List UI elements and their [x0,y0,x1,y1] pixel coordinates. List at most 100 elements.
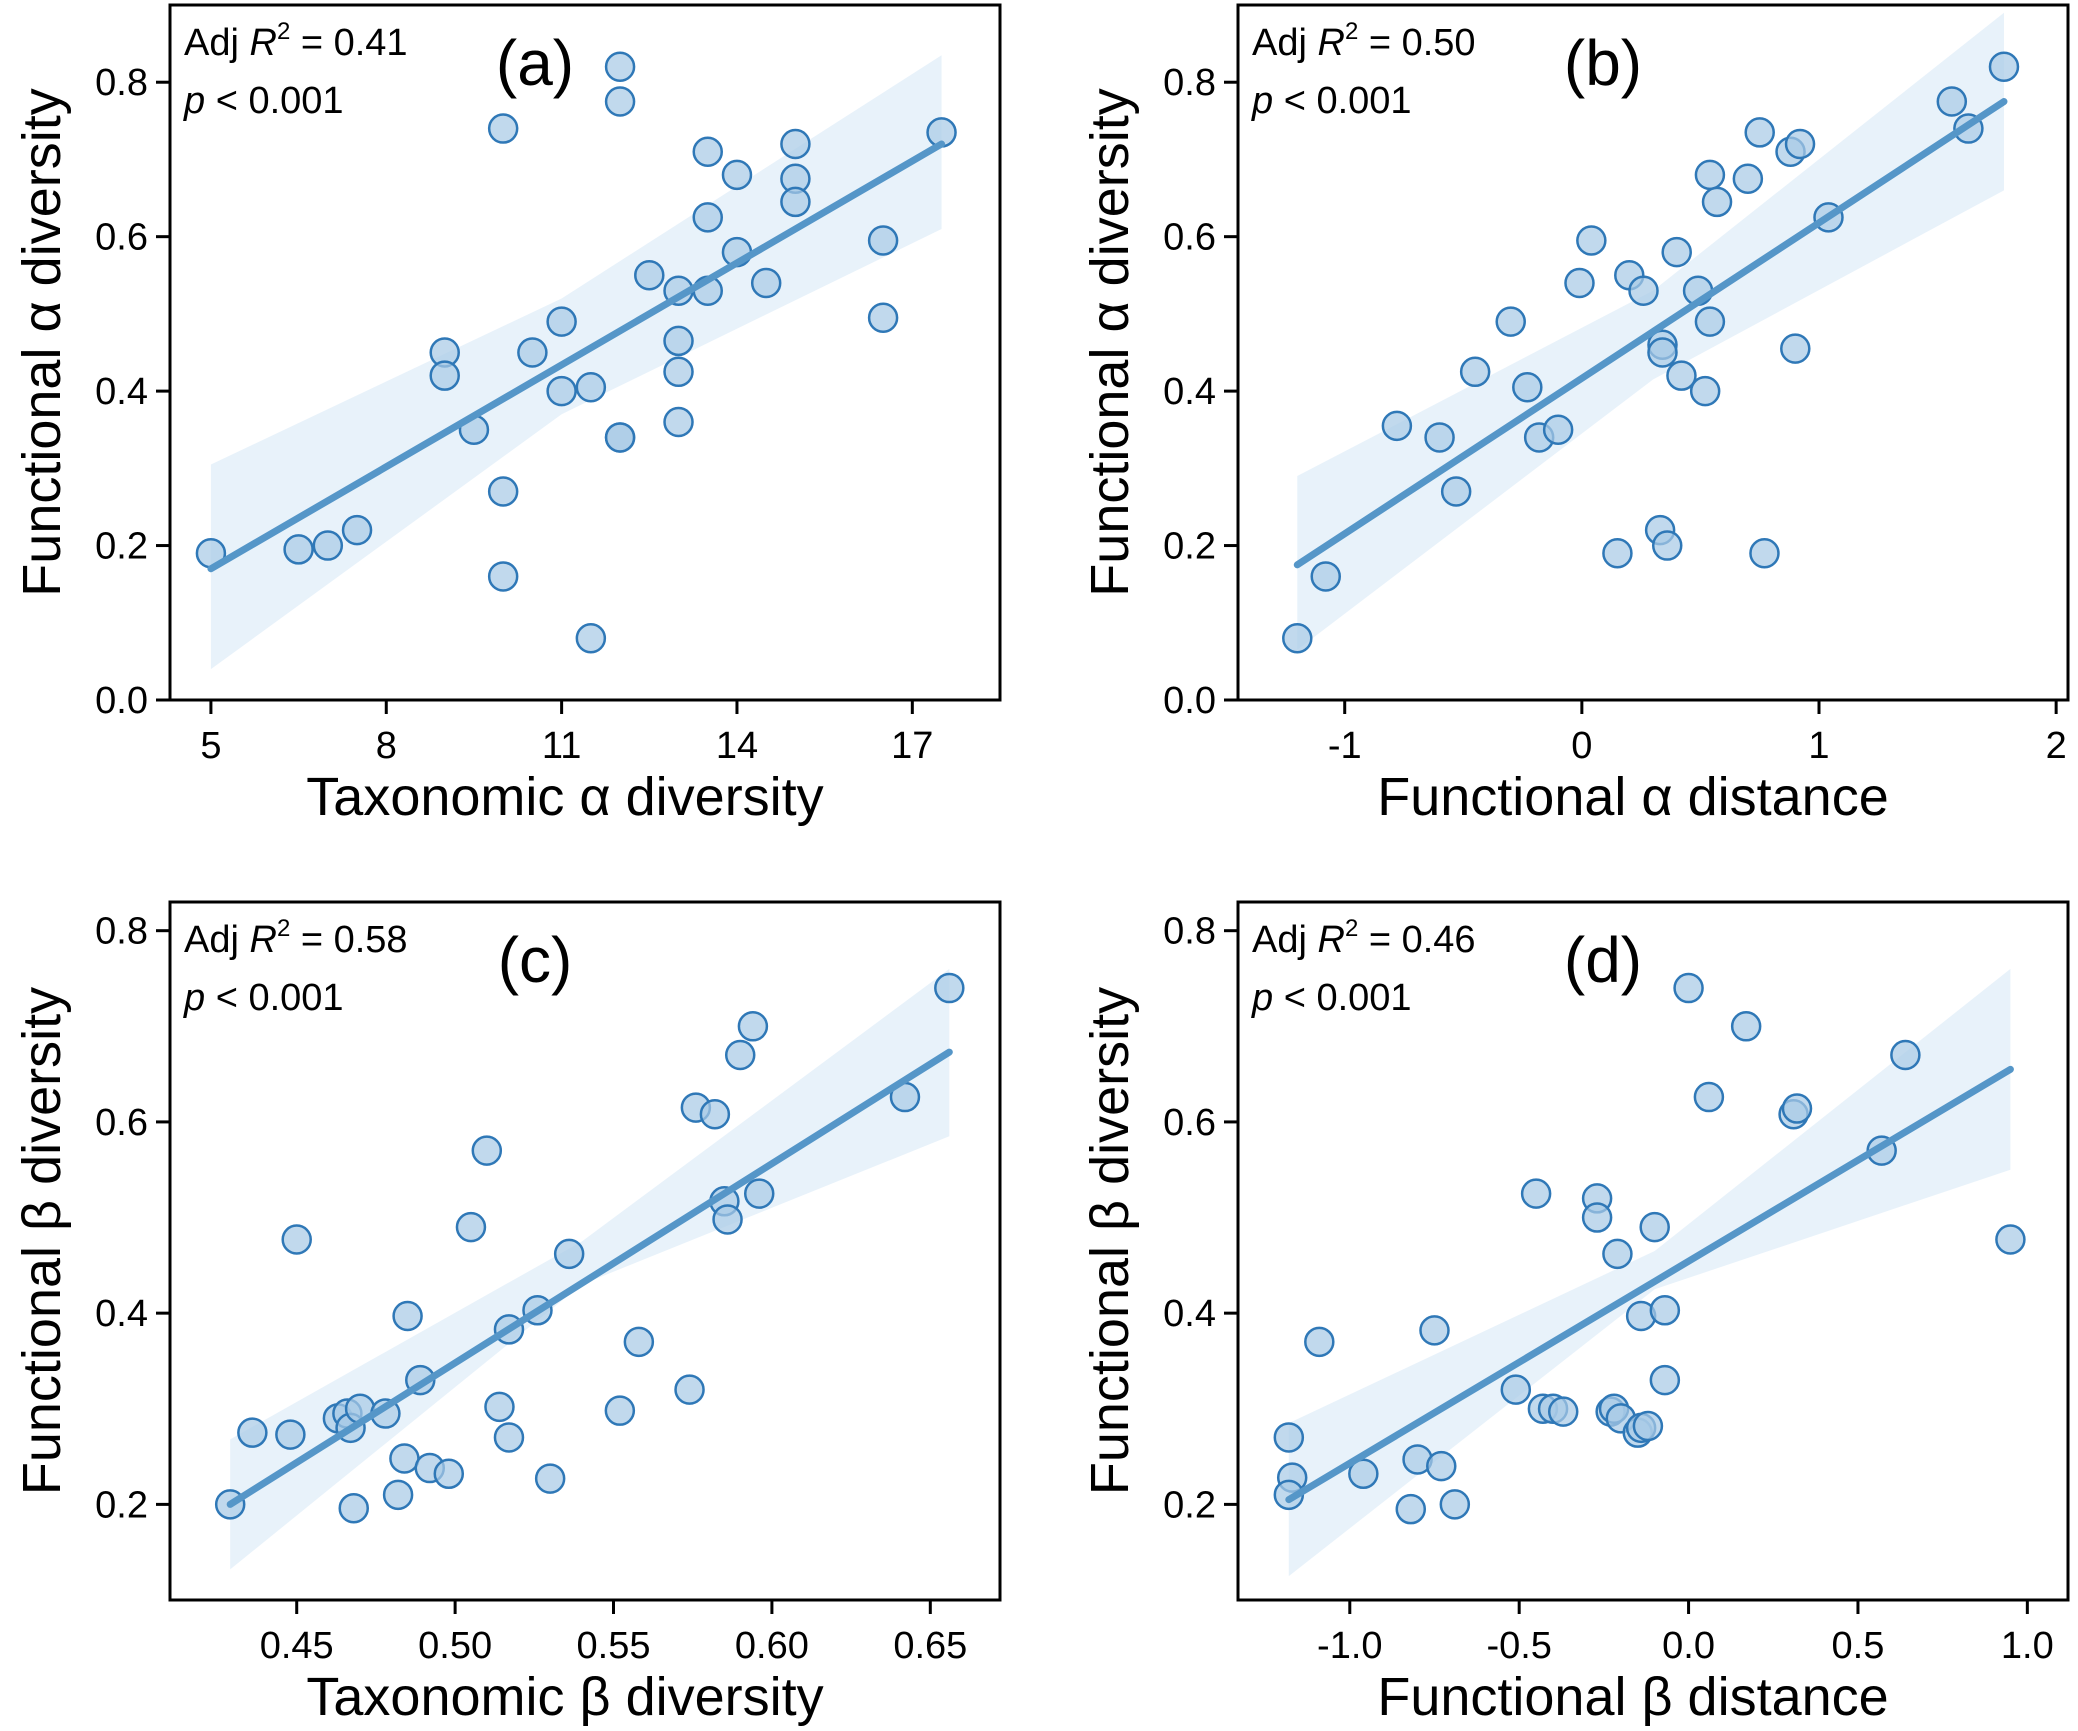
data-point [1732,163,1764,194]
data-point [1419,1315,1450,1346]
data-point [1602,1238,1633,1270]
data-point [275,1419,306,1450]
x-tick-label: 2 [2046,725,2067,767]
y-tick-label: 0.2 [95,1484,148,1526]
confidence-band [210,55,942,670]
data-point [575,372,607,403]
y-tick-label: 0.4 [1163,371,1216,413]
p-value-annotation: p < 0.001 [183,80,344,122]
y-tick-label: 0.6 [95,1102,148,1144]
y-axis-label: Functional β diversity [12,987,72,1495]
data-point [1936,86,1968,117]
confidence-band [230,968,950,1570]
data-point [1520,1178,1552,1209]
x-tick-label: -1.0 [1317,1625,1382,1667]
y-tick-label: 0.6 [1163,217,1216,259]
plot-frame [168,3,1002,702]
x-tick-label: 1 [1808,725,1829,767]
data-point [750,267,782,299]
data-point [487,476,519,507]
panel-b: -1 0 1 2 0.0 0.2 0.4 0.6 0.8 Functional α distanc… [1080,3,2070,827]
data-point [493,1422,525,1453]
data-point [1426,1450,1457,1482]
data-point [1459,356,1491,388]
data-point [1784,128,1816,160]
y-tick-label: 0.4 [95,1293,148,1335]
plot-frame [1236,3,2070,702]
data-point [1542,414,1574,445]
x-tick-label: 0.0 [1662,1625,1715,1667]
data-point [1651,530,1683,561]
panel-a: 5 8 11 14 17 0.0 0.2 0.4 0.6 0.8 Taxonomic α diver… [12,3,1002,827]
x-tick-label: 11 [542,725,581,767]
data-point [534,1463,566,1494]
x-tick-label: 0.45 [260,1625,334,1667]
data-point [1547,1396,1579,1427]
panel-label: (d) [1564,924,1642,996]
x-tick-label: -1 [1328,725,1362,767]
data-point [934,972,965,1004]
panel-c: 0.45 0.50 0.55 0.60 0.65 0.2 0.4 0.6 0.8 Taxonomi… [12,900,1002,1727]
data-point [692,136,723,167]
data-point [1730,1011,1762,1042]
data-point [623,1326,655,1358]
data-point [604,86,636,117]
x-axis-label: Taxonomic β diversity [306,1667,823,1727]
data-point [1495,306,1526,337]
confidence-band [1288,968,2011,1577]
data-point [1995,1224,2026,1255]
data-point [341,514,373,546]
panel-label: (a) [496,27,574,99]
data-point [699,1099,731,1130]
data-point [517,337,548,368]
x-tick-label: 0 [1571,725,1592,767]
p-value-annotation: p < 0.001 [183,977,344,1019]
data-point [663,356,694,388]
data-point [692,202,723,233]
data-point [1988,51,2020,83]
y-tick-label: 0.6 [95,217,148,259]
y-tick-label: 0.6 [1163,1102,1216,1144]
data-point [1602,538,1633,569]
data-point [338,1492,369,1524]
y-tick-label: 0.8 [95,911,148,953]
data-point [1689,375,1721,407]
data-point [1581,1202,1613,1233]
regression-line [1293,98,2008,569]
data-point [1424,422,1455,453]
data-point [471,1135,503,1166]
regression-line [226,1048,953,1508]
data-point [724,1039,756,1071]
x-tick-label: 0.60 [735,1625,809,1667]
x-tick-label: 17 [891,725,933,767]
data-point [604,1395,636,1426]
data-point [1639,1211,1670,1243]
data-point [1694,159,1726,191]
data-point [429,360,460,391]
data-point [487,113,519,144]
data-point [1781,1093,1813,1124]
data-point [1701,186,1733,218]
data-point [1666,360,1697,391]
data-point [1348,1458,1379,1490]
r-squared-annotation: Adj R2 = 0.58 [184,915,408,961]
x-tick-label: 0.5 [1832,1625,1885,1667]
data-point [1780,333,1811,364]
data-point [1649,1364,1681,1396]
y-tick-label: 0.4 [1163,1293,1216,1335]
data-point [604,422,636,453]
data-point [1661,236,1692,268]
data-point [604,51,636,83]
data-point [433,1458,465,1490]
data-point [1310,561,1341,592]
data-point [1282,622,1313,654]
data-point [721,159,753,191]
data-point [1440,476,1472,507]
data-point [1673,972,1704,1004]
regression-line [1285,1065,2014,1504]
y-axis-label: Functional α diversity [1080,88,1140,596]
data-point [1749,538,1780,569]
p-value-annotation: p < 0.001 [1251,80,1412,122]
data-point [281,1224,312,1255]
p-value-annotation: p < 0.001 [1251,977,1412,1019]
